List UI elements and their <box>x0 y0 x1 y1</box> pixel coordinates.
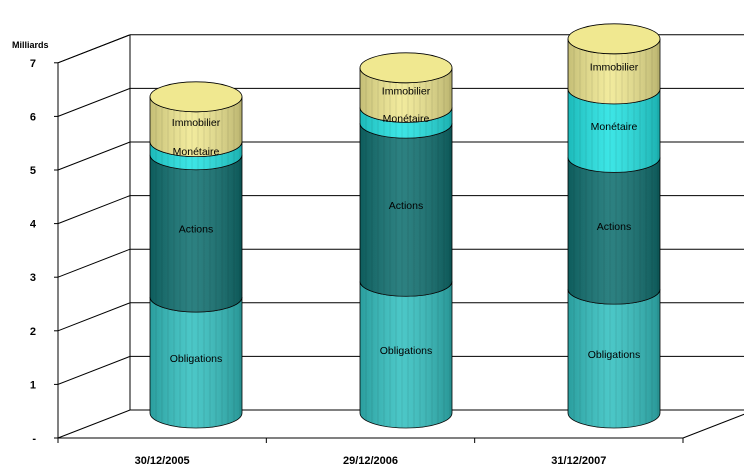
gridline-side <box>57 409 131 439</box>
y-tick-label: 4 <box>30 219 37 231</box>
cylinder-top-cap <box>567 23 661 55</box>
cylinder-shading <box>150 96 242 157</box>
cylinder-top-cap <box>359 52 453 84</box>
floor-right-edge <box>682 413 744 439</box>
data-label-Monétaire: Monétaire <box>591 121 638 133</box>
gridline-side <box>57 355 131 385</box>
cylinder-shading <box>150 154 242 313</box>
data-label-Immobilier: Immobilier <box>172 117 221 129</box>
x-tick-label: 31/12/2007 <box>551 455 606 466</box>
data-label-Obligations: Obligations <box>588 349 641 361</box>
data-label-Monétaire: Monétaire <box>173 146 220 158</box>
cylinder-shading <box>150 141 242 170</box>
cylinder-29/12/2006: Obligations Actions Monétaire Immobilier <box>359 52 453 429</box>
x-tick-label: 29/12/2006 <box>343 455 398 466</box>
gridline-side <box>57 195 131 225</box>
cylinder-shading <box>150 297 242 428</box>
cylinder-31/12/2007: Obligations Actions Monétaire Immobilier <box>567 23 661 429</box>
cylinder-30/12/2005: Obligations Actions Monétaire Immobilier <box>149 81 243 429</box>
data-label-Obligations: Obligations <box>170 353 223 365</box>
y-tick-label: 3 <box>30 272 36 284</box>
data-label-Actions: Actions <box>597 221 631 233</box>
y-tick-label: 6 <box>30 111 36 123</box>
data-label-Immobilier: Immobilier <box>382 85 431 97</box>
unit-label: Milliards <box>12 40 49 50</box>
data-label-Obligations: Obligations <box>380 345 433 357</box>
gridline-side <box>57 248 131 278</box>
y-tick-label: 5 <box>30 165 36 177</box>
gridline-side <box>57 34 131 64</box>
cylinder-shading <box>568 88 660 173</box>
gridline-side <box>57 87 131 117</box>
cylinder-shading <box>360 107 452 139</box>
cylinder-shading <box>568 157 660 305</box>
data-label-Actions: Actions <box>389 200 423 212</box>
cylinder-shading <box>360 123 452 297</box>
x-tick-label: 30/12/2005 <box>135 455 190 466</box>
y-tick-label: 2 <box>30 326 36 338</box>
cylinder-shading <box>568 289 660 428</box>
data-label-Actions: Actions <box>179 224 213 236</box>
cylinder-shading <box>360 281 452 428</box>
gridline-side <box>57 141 131 171</box>
data-label-Immobilier: Immobilier <box>590 62 639 74</box>
data-label-Monétaire: Monétaire <box>383 113 430 125</box>
x-axis: 30/12/2005 29/12/2006 31/12/2007 <box>57 438 684 466</box>
y-tick-label: 1 <box>30 379 36 391</box>
bars: ObligationsActionsMonétaireImmobilierObl… <box>149 23 661 429</box>
cylinder-top-cap <box>149 81 243 113</box>
gridline-side <box>57 302 131 332</box>
y-tick-label: 7 <box>30 58 36 70</box>
cylinder-shading <box>568 38 660 104</box>
y-axis: Milliards - 1 2 3 4 5 6 7 <box>12 40 58 445</box>
y-tick-label: - <box>32 433 36 445</box>
cylinder-shading <box>360 67 452 123</box>
